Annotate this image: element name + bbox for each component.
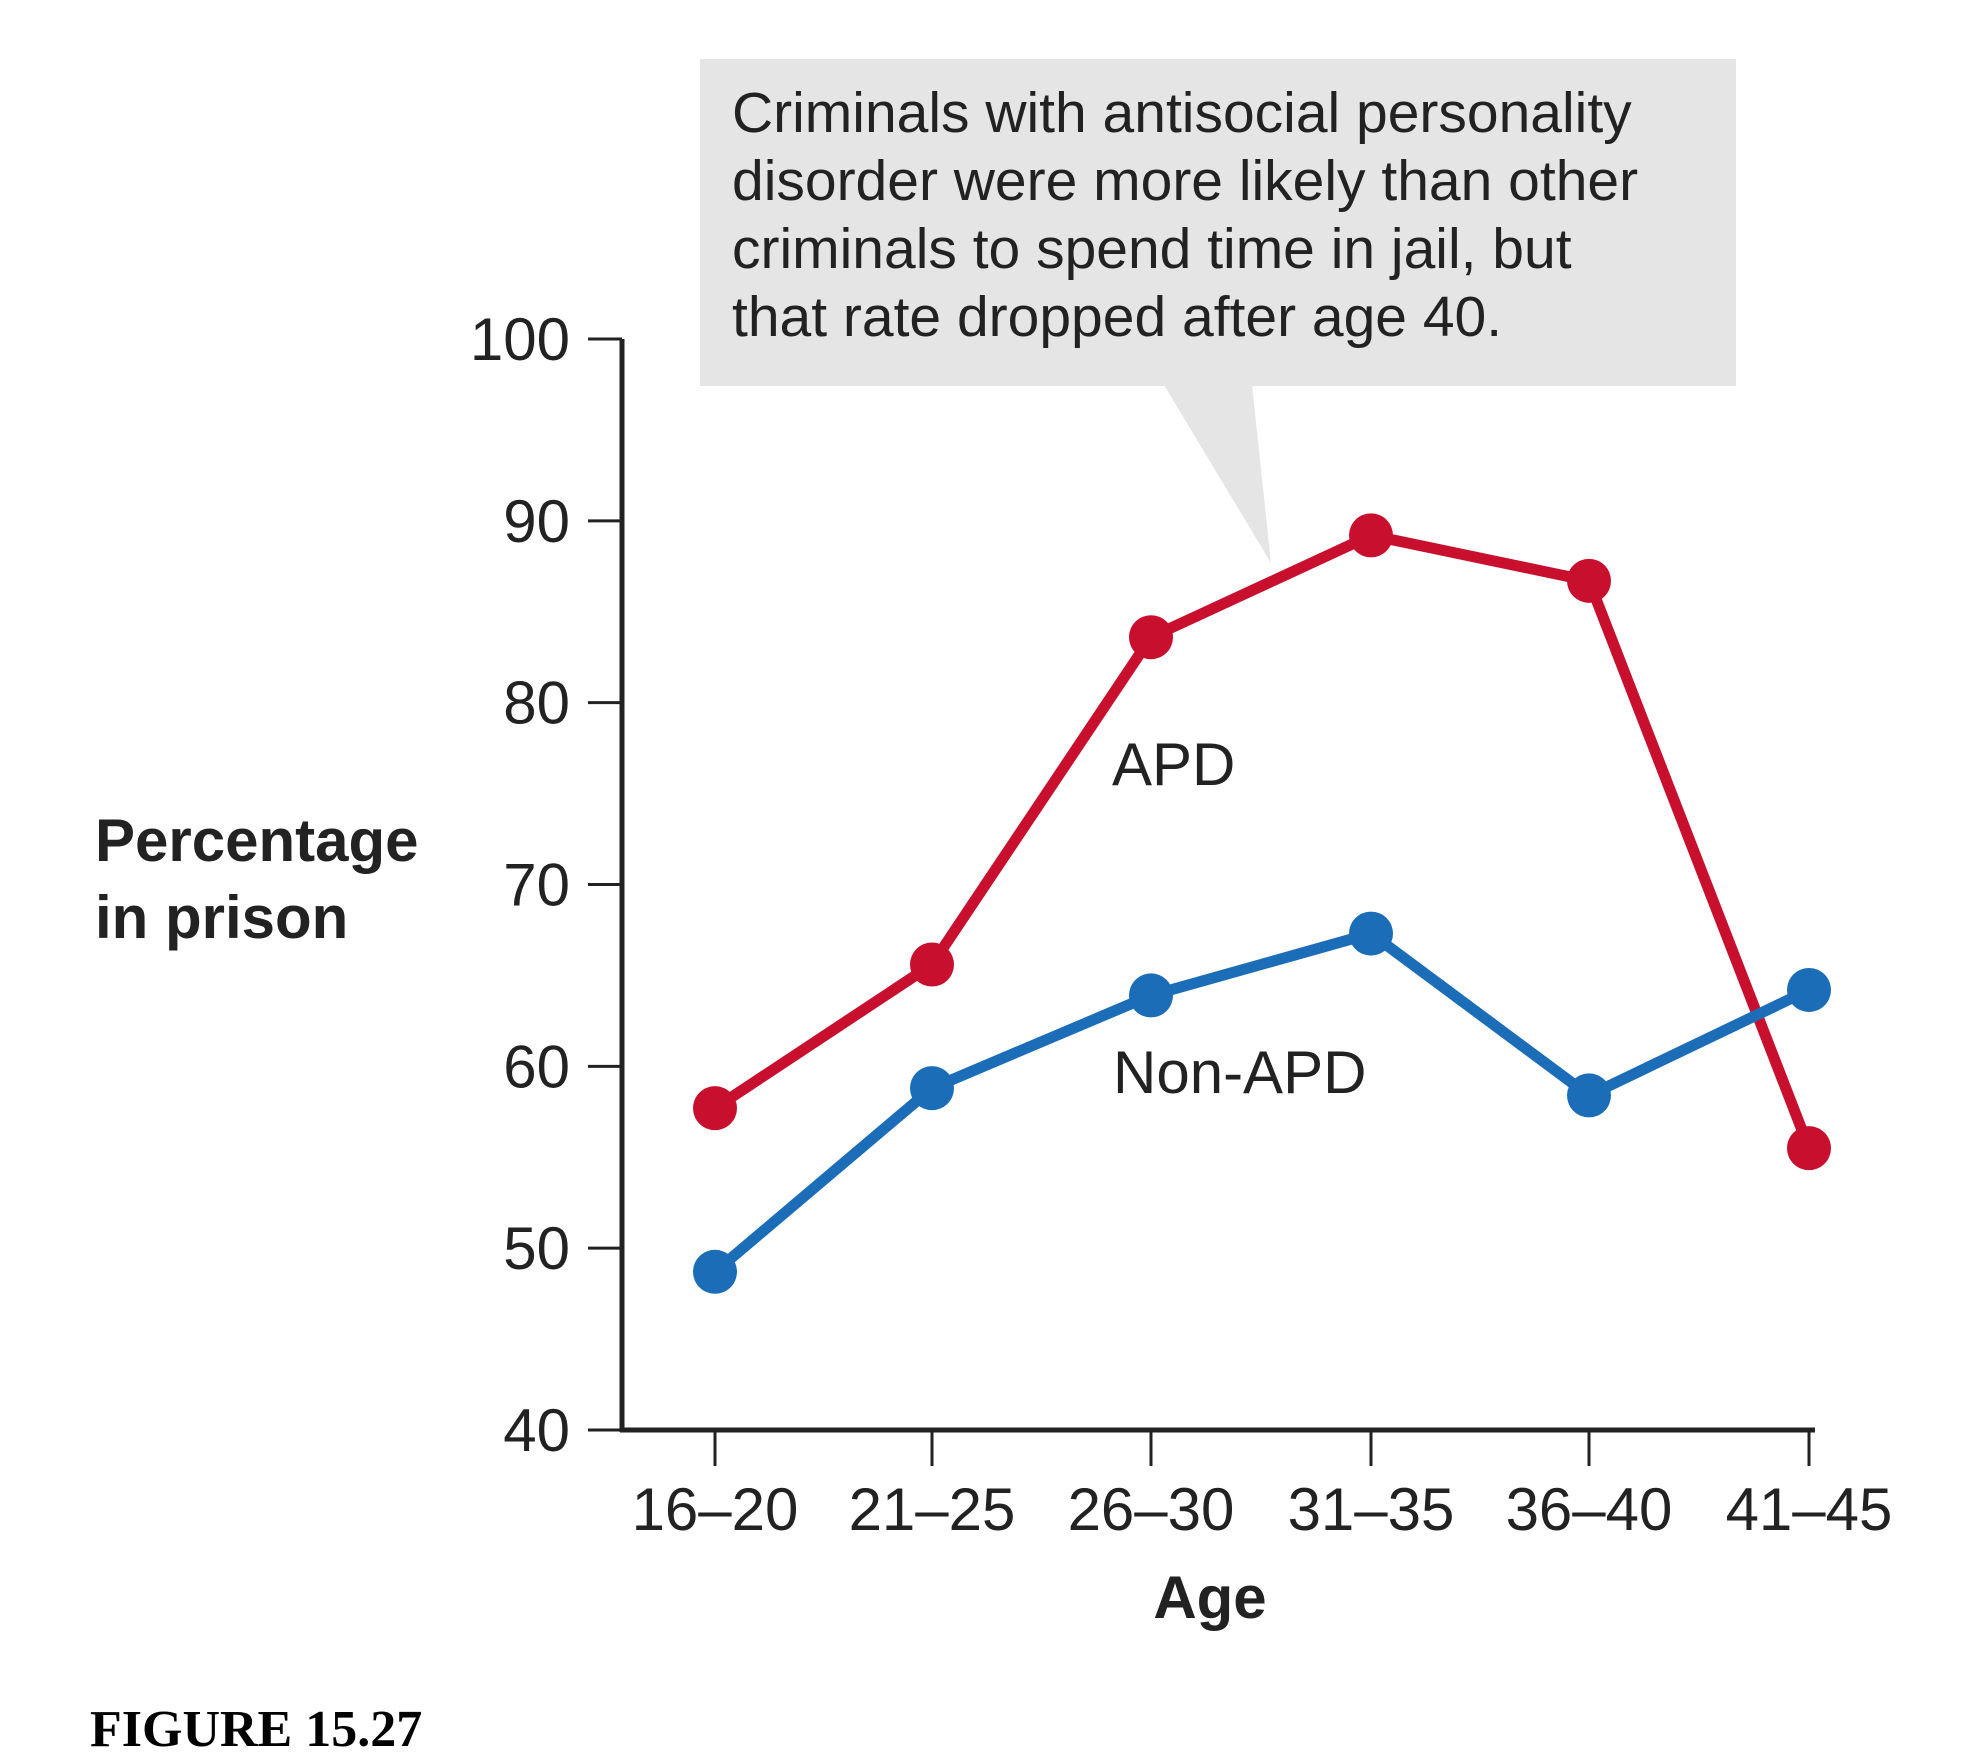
x-tick-label: 21–25 (849, 1476, 1016, 1543)
data-point-non-apd (693, 1249, 737, 1294)
annotation-text-line: criminals to spend time in jail, but (732, 217, 1572, 281)
x-tick-label: 26–30 (1068, 1476, 1235, 1543)
annotation-box (700, 59, 1736, 386)
y-tick-label: 90 (503, 488, 570, 555)
y-tick-label: 100 (470, 306, 570, 373)
data-point-apd (1787, 1126, 1831, 1171)
x-tick-label: 41–45 (1726, 1476, 1893, 1543)
annotation-text-line: that rate dropped after age 40. (732, 285, 1502, 349)
series-line-non-apd (711, 928, 1812, 1277)
series-line-apd (711, 529, 1815, 1151)
data-point-non-apd (1567, 1073, 1611, 1118)
line-chart: Criminals with antisocial personalitydis… (95, 59, 1893, 1631)
data-point-apd (1129, 615, 1173, 660)
y-tick-label: 40 (503, 1397, 570, 1464)
data-point-non-apd (910, 1066, 954, 1111)
x-tick-label: 31–35 (1288, 1476, 1455, 1543)
series-label-non-apd: Non-APD (1113, 1039, 1366, 1106)
annotation-pointer (1164, 385, 1271, 563)
annotation-text-line: disorder were more likely than other (732, 149, 1638, 213)
series-label-apd: APD (1112, 731, 1235, 798)
y-axis-label: in prison (95, 884, 348, 951)
data-point-non-apd (1787, 967, 1831, 1012)
x-tick-label: 16–20 (632, 1476, 799, 1543)
x-tick-label: 36–40 (1506, 1476, 1673, 1543)
data-point-apd (1567, 558, 1611, 603)
data-point-apd (910, 942, 954, 987)
annotation-text-line: Criminals with antisocial personality (732, 81, 1632, 145)
y-axis-label: Percentage (95, 807, 419, 874)
y-tick-label: 50 (503, 1215, 570, 1282)
y-tick-label: 60 (503, 1033, 570, 1100)
data-point-apd (693, 1086, 737, 1131)
data-point-apd (1349, 513, 1393, 558)
y-tick-label: 70 (503, 852, 570, 919)
data-point-non-apd (1129, 973, 1173, 1018)
x-axis-label: Age (1153, 1564, 1266, 1631)
data-point-non-apd (1349, 911, 1393, 956)
y-tick-label: 80 (503, 670, 570, 737)
